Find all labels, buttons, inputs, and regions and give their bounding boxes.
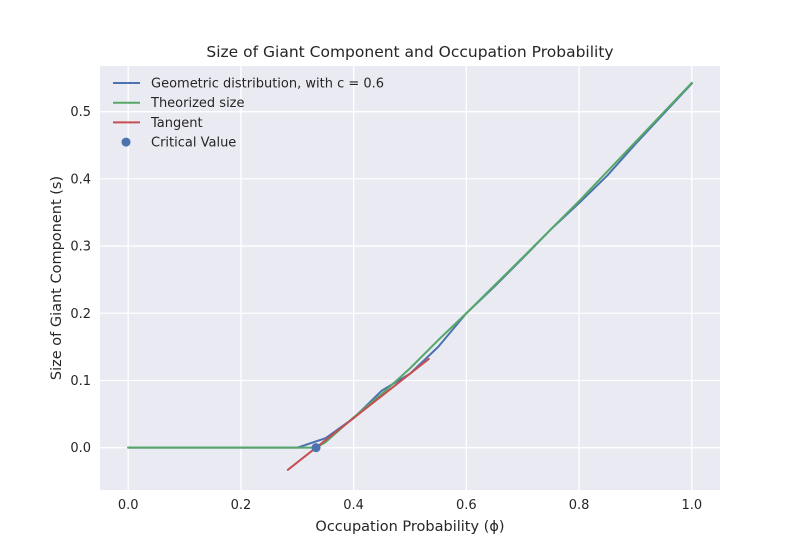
y-tick-label: 0.5 <box>70 105 91 120</box>
scatter-point-critical-value <box>311 443 321 453</box>
legend-label: Tangent <box>150 116 203 131</box>
y-tick-label: 0.4 <box>70 172 91 187</box>
legend: Geometric distribution, with c = 0.6 Theo… <box>113 77 384 151</box>
plot-background <box>100 66 720 490</box>
y-tick-label: 0.3 <box>70 240 91 255</box>
x-tick-label: 0.2 <box>231 498 252 513</box>
y-tick-label: 0.1 <box>70 374 91 389</box>
legend-label: Geometric distribution, with c = 0.6 <box>151 77 384 92</box>
y-tick-label: 0.0 <box>70 441 91 456</box>
legend-label: Critical Value <box>151 136 236 151</box>
y-tick-label: 0.2 <box>70 307 91 322</box>
x-axis-label: Occupation Probability (ϕ) <box>315 519 504 535</box>
legend-label: Theorized size <box>150 96 245 111</box>
x-tick-label: 0.6 <box>456 498 477 513</box>
series-line-theorized-size <box>127 81 693 449</box>
x-tick-label: 0.0 <box>118 498 139 513</box>
y-axis-label: Size of Giant Component (s) <box>49 176 65 380</box>
x-tick-label: 1.0 <box>681 498 702 513</box>
series-line-tangent <box>286 357 430 471</box>
legend-swatch <box>121 137 131 147</box>
series-layer <box>127 81 693 471</box>
x-tick-label: 0.8 <box>569 498 590 513</box>
ticks: 0.0 0.2 0.4 0.6 0.8 1.0 0.0 0.1 0.2 0.3 0.4 0.5 <box>70 105 702 513</box>
chart-title: Size of Giant Component and Occupation P… <box>206 43 613 61</box>
x-tick-label: 0.4 <box>343 498 364 513</box>
grid <box>100 66 720 490</box>
